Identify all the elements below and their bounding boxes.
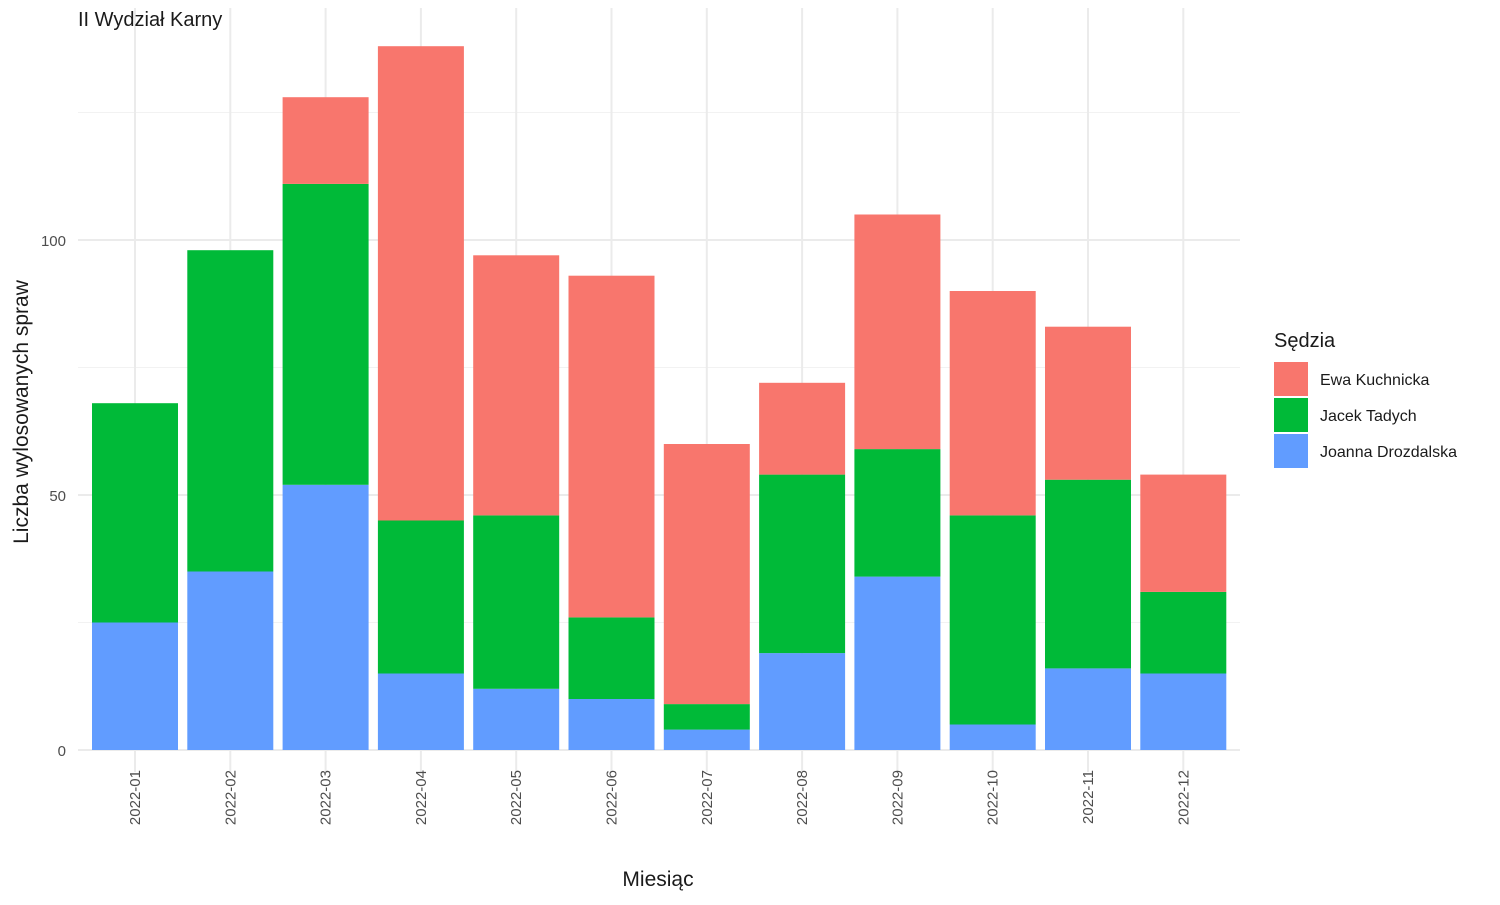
bar-segment	[663, 444, 750, 705]
x-tick-label: 2022-11	[1080, 770, 1097, 824]
bar-segment	[568, 699, 655, 750]
bar-segment	[473, 515, 560, 689]
bar-segment	[282, 183, 369, 485]
x-axis-label: Miesiąc	[622, 868, 693, 891]
bar-segment	[949, 291, 1036, 516]
x-tick-label: 2022-02	[222, 770, 239, 825]
bar-segment	[282, 97, 369, 184]
x-tick-label: 2022-05	[508, 770, 525, 825]
chart-title: II Wydział Karny	[78, 9, 222, 31]
x-tick-label: 2022-09	[889, 770, 906, 825]
bar-segment	[1140, 591, 1227, 674]
bar-segment	[282, 484, 369, 750]
legend-swatch	[1274, 434, 1308, 468]
legend-swatch	[1274, 398, 1308, 432]
y-tick-label: 100	[41, 233, 66, 250]
legend-label: Ewa Kuchnicka	[1320, 372, 1429, 389]
x-tick-label: 2022-12	[1175, 770, 1192, 825]
bar-segment	[473, 688, 560, 750]
x-tick-label: 2022-04	[413, 770, 430, 825]
x-tick-label: 2022-03	[318, 770, 335, 825]
bars	[92, 46, 1227, 750]
bar-segment	[92, 403, 178, 623]
bar-segment	[1140, 673, 1227, 750]
bar-segment	[759, 382, 846, 475]
x-tick-label: 2022-06	[604, 770, 621, 825]
y-axis-label: Liczba wylosowanych spraw	[10, 279, 33, 544]
bar-segment	[187, 250, 274, 572]
bar-segment	[854, 449, 941, 577]
bar-segment	[759, 653, 846, 750]
bar-segment	[1045, 326, 1131, 480]
bar-segment	[854, 214, 941, 450]
bar-segment	[187, 571, 274, 750]
x-tick-label: 2022-10	[985, 770, 1002, 825]
bar-segment	[92, 622, 178, 750]
legend: Sędzia Ewa Kuchnicka Jacek Tadych Joanna D…	[1274, 330, 1457, 468]
y-tick-label: 0	[58, 743, 66, 760]
legend-label: Joanna Drozdalska	[1320, 444, 1457, 461]
bar-segment	[1045, 668, 1131, 750]
bar-segment	[568, 275, 655, 618]
bar-segment	[663, 729, 750, 750]
bar-segment	[568, 617, 655, 699]
bar-segment	[1140, 474, 1227, 592]
legend-title: Sędzia	[1274, 330, 1336, 352]
axes: 0 50 100 2022-01 2022-02 2022-03 2022-04 2022-0…	[41, 233, 1192, 825]
bar-segment	[949, 724, 1036, 750]
x-tick-label: 2022-08	[794, 770, 811, 825]
bar-segment	[663, 704, 750, 730]
x-tick-label: 2022-01	[127, 770, 144, 825]
bar-segment	[1045, 479, 1131, 669]
legend-label: Jacek Tadych	[1320, 408, 1417, 425]
bar-segment	[949, 515, 1036, 725]
bar-segment	[377, 673, 464, 750]
bar-segment	[377, 46, 464, 521]
bar-segment	[473, 255, 560, 516]
y-tick-label: 50	[49, 488, 66, 505]
x-tick-label: 2022-07	[699, 770, 716, 825]
bar-segment	[854, 576, 941, 750]
legend-swatch	[1274, 362, 1308, 396]
bar-segment	[759, 474, 846, 654]
bar-segment	[377, 520, 464, 674]
